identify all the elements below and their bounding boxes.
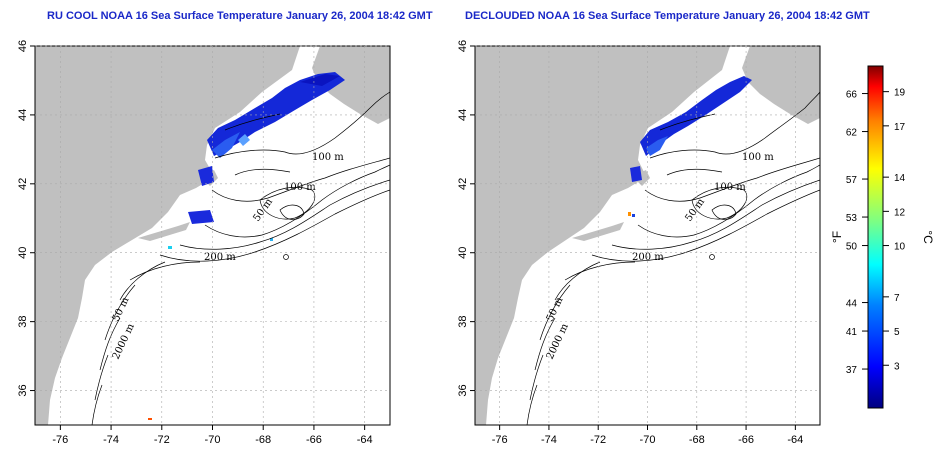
celsius-tick-label: 14 <box>894 173 906 184</box>
contour-label: 50 m <box>683 196 707 224</box>
land-nova-scotia <box>312 46 390 124</box>
y-tick-label: 44 <box>457 109 469 121</box>
x-tick-label: -68 <box>689 434 705 446</box>
sst-pixels <box>148 72 345 420</box>
contour-label: 100 m <box>742 152 774 163</box>
fahrenheit-tick-label: 44 <box>846 299 858 310</box>
contour-label: 200 m <box>204 252 236 263</box>
y-tick-label: 42 <box>457 178 469 190</box>
y-tick-label: 46 <box>17 40 29 52</box>
sst-pixels <box>628 76 752 217</box>
fahrenheit-tick-label: 41 <box>846 327 858 338</box>
bay <box>95 262 112 310</box>
fahrenheit-tick-label: 50 <box>846 242 858 253</box>
x-tick-label: -70 <box>205 434 221 446</box>
bay <box>532 262 549 310</box>
y-tick-label: 46 <box>457 40 469 52</box>
contour-label: 2000 m <box>111 322 137 362</box>
axis-ticks: -76 -74 -72 -70 -68 -66 -64 46 44 42 40 38 36 <box>457 40 820 446</box>
y-tick-label: 40 <box>457 247 469 259</box>
contour-label: 50 m <box>251 196 275 224</box>
x-tick-label: -66 <box>306 434 322 446</box>
y-tick-label: 40 <box>17 247 29 259</box>
contour-label: 200 m <box>632 252 664 263</box>
contour-label: 2000 m <box>545 322 571 362</box>
celsius-unit-label: °C <box>921 230 935 244</box>
contour-label: 100 m <box>312 152 344 163</box>
celsius-tick-label: 10 <box>894 242 906 253</box>
x-tick-label: -66 <box>738 434 754 446</box>
land-mass <box>475 46 730 425</box>
celsius-tick-label: 12 <box>894 207 906 218</box>
celsius-tick-label: 3 <box>894 361 900 372</box>
fahrenheit-tick-label: 62 <box>846 128 858 139</box>
axis-ticks: -76 -74 -72 -70 -68 -66 -64 46 44 42 40 38 36 <box>17 40 390 446</box>
long-island <box>138 222 190 241</box>
x-tick-label: -70 <box>640 434 656 446</box>
celsius-tick-label: 7 <box>894 293 900 304</box>
cape-cod <box>632 170 650 186</box>
x-tick-label: -72 <box>154 434 170 446</box>
y-tick-label: 36 <box>457 384 469 396</box>
x-tick-label: -74 <box>541 434 557 446</box>
x-tick-label: -64 <box>787 434 803 446</box>
colorbar-scale <box>867 65 884 409</box>
x-tick-label: -64 <box>357 434 373 446</box>
y-tick-label: 38 <box>457 316 469 328</box>
contour-label: 100 m <box>714 182 746 193</box>
celsius-tick-label: 19 <box>894 88 906 99</box>
contour-label: 50 m <box>545 295 566 323</box>
contour-label: 50 m <box>111 295 132 323</box>
fahrenheit-tick-label: 66 <box>846 90 858 101</box>
land-nova-scotia <box>742 46 820 124</box>
x-tick-label: -76 <box>52 434 68 446</box>
contour-label: 100 m <box>284 182 316 193</box>
y-tick-label: 36 <box>17 384 29 396</box>
celsius-tick-label: 17 <box>894 122 906 133</box>
celsius-tick-label: 5 <box>894 327 900 338</box>
bathymetry-contours <box>526 91 820 425</box>
left-map-panel: 100 m 100 m 50 m 200 m 50 m 2000 m -76 -7… <box>17 40 391 446</box>
x-tick-label: -68 <box>255 434 271 446</box>
y-tick-label: 38 <box>17 316 29 328</box>
fahrenheit-unit-label: °F <box>830 231 844 243</box>
x-tick-label: -74 <box>103 434 119 446</box>
right-panel-title: DECLOUDED NOAA 16 Sea Surface Temperatur… <box>465 10 870 22</box>
map-frame <box>474 45 821 426</box>
fahrenheit-tick-label: 57 <box>846 175 858 186</box>
y-tick-label: 44 <box>17 109 29 121</box>
fahrenheit-tick-label: 37 <box>846 365 858 376</box>
x-tick-label: -72 <box>590 434 606 446</box>
x-tick-label: -76 <box>492 434 508 446</box>
fahrenheit-tick-label: 53 <box>846 213 858 224</box>
left-panel-title: RU COOL NOAA 16 Sea Surface Temperature … <box>47 10 433 22</box>
map-frame <box>34 45 391 426</box>
right-map-panel: 100 m 100 m 50 m 200 m 50 m 2000 m -76 -7… <box>457 40 821 446</box>
y-tick-label: 42 <box>17 178 29 190</box>
land-mass <box>35 46 300 425</box>
bathymetry-contours <box>91 91 390 425</box>
cape-cod <box>200 170 218 186</box>
long-island <box>572 222 624 241</box>
